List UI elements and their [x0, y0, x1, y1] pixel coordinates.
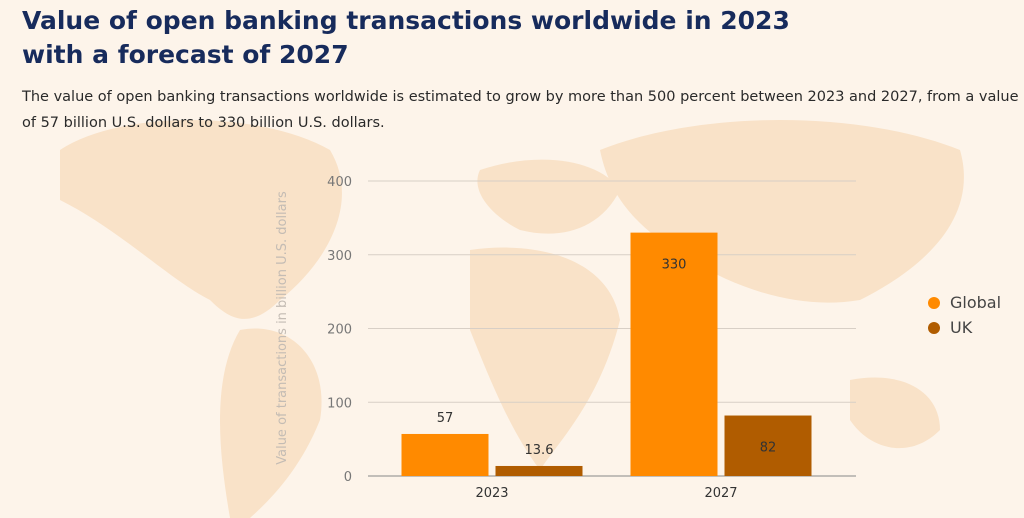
bar-uk-2023 — [495, 465, 583, 476]
y-tick-label: 200 — [327, 323, 352, 338]
legend-item-uk: UK — [928, 315, 1001, 340]
page-title: Value of open banking transactions world… — [22, 6, 790, 69]
bar-uk-2027 — [724, 415, 812, 476]
data-label: 13.6 — [525, 443, 554, 458]
x-tick-label: 2027 — [704, 486, 737, 501]
data-label: 330 — [662, 258, 687, 273]
y-tick-label: 400 — [327, 175, 352, 190]
legend-swatch-global — [928, 296, 940, 309]
page-subtitle: The value of open banking transactions w… — [22, 89, 1019, 131]
data-label: 82 — [760, 441, 777, 456]
legend-item-global: Global — [928, 290, 1001, 315]
bar-global-2023 — [401, 433, 489, 476]
y-tick-label: 0 — [344, 470, 352, 485]
y-tick-label: 300 — [327, 249, 352, 264]
bar-global-2027 — [630, 232, 718, 476]
legend-label: UK — [950, 318, 973, 337]
x-tick-label: 2023 — [475, 486, 508, 501]
y-axis-label: Value of transactions in billion U.S. do… — [275, 191, 290, 465]
legend: Global UK — [928, 290, 1001, 340]
legend-swatch-uk — [928, 321, 940, 334]
y-tick-label: 100 — [327, 396, 352, 411]
legend-label: Global — [950, 293, 1002, 312]
data-label: 57 — [437, 411, 454, 426]
